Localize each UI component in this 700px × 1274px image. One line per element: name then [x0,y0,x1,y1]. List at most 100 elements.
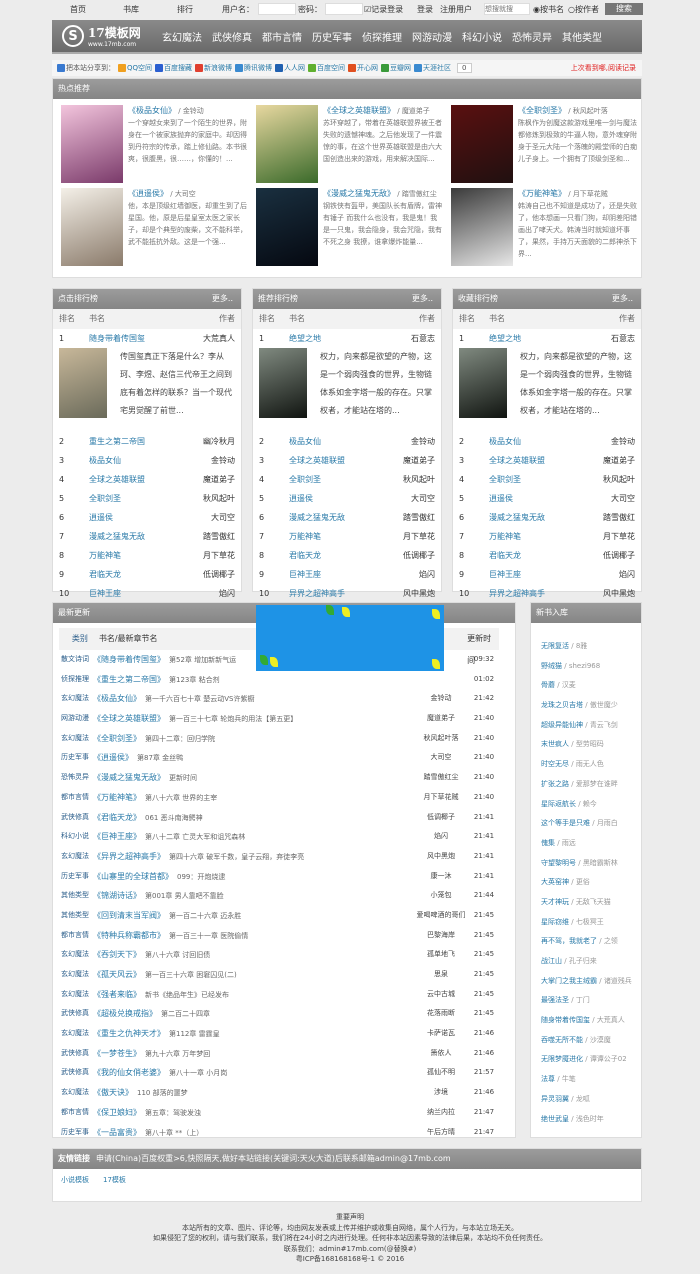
book-title-link[interactable]: 全职剑圣 [89,494,121,503]
share-site[interactable]: 百度空间 [305,63,345,73]
book-title-link[interactable]: 君临天龙 [89,570,121,579]
book-title-link[interactable]: 《回到清末当军阀》 [93,910,165,920]
category-link[interactable]: 玄幻魔法 [61,950,89,959]
chapter-link[interactable]: 第87章 金丝鸭 [137,754,184,763]
book-title-link[interactable]: 无限复活 [541,642,569,650]
nav-category[interactable]: 科幻小说 [462,32,502,44]
chapter-link[interactable]: 第八十一章 小月岗 [169,1069,228,1078]
category-link[interactable]: 其他类型 [61,910,89,919]
share-site[interactable]: 天涯社区 [411,63,451,73]
category-link[interactable]: 其他类型 [61,891,89,900]
book-title-link[interactable]: 《极品女仙》 [93,694,141,704]
nav-category[interactable]: 侦探推理 [362,32,402,44]
book-title-link[interactable]: 《保卫娘妇》 [93,1107,141,1117]
book-title-link[interactable]: 绝世武皇 [541,1114,569,1123]
book-title-link[interactable]: 巨神王座 [489,570,521,579]
book-title-link[interactable]: 《重生之第二帝国》 [93,674,165,684]
book-title-link[interactable]: 傀集 [541,838,555,847]
nav-rank[interactable]: 排行 [177,4,193,14]
book-title-link[interactable]: 《万能神笔》 [518,189,566,198]
book-title-link[interactable]: 《逍遥侯》 [93,753,133,763]
book-title-link[interactable]: 异灵羽翼 [541,1094,569,1103]
book-title-link[interactable]: 逍遥侯 [489,494,513,503]
book-title-link[interactable]: 《一梦苍生》 [93,1048,141,1058]
share-site[interactable]: 腾讯微博 [232,63,272,73]
chapter-link[interactable]: 第四十六章 破军千数，皇子云翔，弃徒李亮 [169,852,305,861]
book-title-link[interactable]: 《孤天风云》 [93,970,141,979]
book-cover[interactable] [59,348,107,418]
book-cover[interactable] [256,105,318,183]
book-title-link[interactable]: 《全球之英雄联盟》 [93,714,165,724]
more-link[interactable]: 更多.. [211,294,233,303]
search-input[interactable] [484,3,530,15]
book-title-link[interactable]: 吞噬无所不能 [541,1035,583,1044]
chapter-link[interactable]: 第一百三十一章 医院偷情 [169,931,249,940]
chapter-link[interactable]: 099：开炮烧逮 [177,872,226,881]
category-link[interactable]: 恐怖灵异 [61,773,89,782]
book-title-link[interactable]: 逍遥侯 [289,494,313,503]
book-title-link[interactable]: 《特种兵称霸都市》 [93,930,165,940]
more-link[interactable]: 更多.. [411,294,433,303]
book-title-link[interactable]: 全球之英雄联盟 [489,456,545,465]
share-site[interactable]: 百度搜藏 [152,63,192,73]
category-link[interactable]: 都市言情 [61,1107,89,1116]
book-cover[interactable] [259,348,307,418]
book-title-link[interactable]: 《吞剑天下》 [93,950,141,960]
chapter-link[interactable]: 第八十章 **（上） [145,1128,204,1137]
book-title-link[interactable]: 《强者来临》 [93,989,141,999]
chapter-link[interactable]: 110 部落的噩梦 [137,1089,188,1098]
book-title-link[interactable]: 极品女仙 [89,456,121,465]
book-title-link[interactable]: 野绒猫 [541,661,562,670]
chapter-link[interactable]: 更新时间 [169,774,197,783]
category-link[interactable]: 玄幻魔法 [61,1088,89,1097]
radio-by-author[interactable]: ○按作者 [568,4,599,14]
search-button[interactable]: 搜索 [605,3,643,15]
book-title-link[interactable]: 漫威之猛鬼无敌 [89,532,145,541]
book-title-link[interactable]: 无限梦魇进化 [541,1055,583,1064]
remember-checkbox[interactable]: ☑记录登录 [364,4,404,14]
book-title-link[interactable]: 再不驾，我就老了 [541,937,597,946]
category-link[interactable]: 武侠修真 [61,1048,89,1057]
category-link[interactable]: 历史军事 [61,753,89,762]
book-title-link[interactable]: 漫威之猛鬼无敌 [489,513,545,522]
book-title-link[interactable]: 时空无尽 [541,760,569,769]
chapter-link[interactable]: 第五章：驾驶发浊 [145,1108,201,1117]
category-link[interactable]: 历史军事 [61,871,89,880]
book-title-link[interactable]: 《一品富贵》 [93,1127,141,1137]
book-title-link[interactable]: 随身带着传国玺 [89,334,145,343]
chapter-link[interactable]: 第四十二章：回归学院 [145,734,215,743]
chapter-link[interactable]: 第八十二章 亡灵大军和诅咒森林 [145,833,246,842]
book-title-link[interactable]: 极品女仙 [289,437,321,446]
book-title-link[interactable]: 《超极兑换戒指》 [93,1009,157,1019]
chapter-link[interactable]: 第52章 增加新新气运 [169,656,237,664]
category-link[interactable]: 网游动漫 [61,714,89,723]
book-cover[interactable] [256,188,318,266]
ad-banner[interactable] [256,605,444,671]
chapter-link[interactable]: 061 恶斗南海鳄神 [145,813,203,822]
nav-category[interactable]: 武侠修真 [212,32,252,44]
book-title-link[interactable]: 天才神玩 [541,897,569,906]
category-link[interactable]: 玄幻魔法 [61,733,89,742]
nav-category[interactable]: 历史军事 [312,32,352,44]
book-title-link[interactable]: 星际返航长 [541,799,576,808]
category-link[interactable]: 武侠修真 [61,1009,89,1018]
book-title-link[interactable]: 《重生之仇神天才》 [93,1029,165,1039]
category-link[interactable]: 都市言情 [61,930,89,939]
book-title-link[interactable]: 最强法圣 [541,996,569,1005]
category-link[interactable]: 玄幻魔法 [61,970,89,978]
book-title-link[interactable]: 《锦湖诗话》 [93,891,141,901]
password-input[interactable] [325,3,363,15]
category-link[interactable]: 侦探推理 [61,674,89,683]
book-title-link[interactable]: 《全职剑圣》 [93,733,141,743]
book-title-link[interactable]: 《漫威之猛鬼无敌》 [93,773,165,783]
book-title-link[interactable]: 绝望之地 [489,334,521,343]
share-site[interactable]: 新浪微博 [192,63,232,73]
category-link[interactable]: 都市言情 [61,792,89,801]
book-title-link[interactable]: 末世疯人 [541,740,569,749]
book-title-link[interactable]: 《君临天龙》 [93,812,141,822]
book-title-link[interactable]: 龙珠之贝吉塔 [541,701,583,710]
book-title-link[interactable]: 全职剑圣 [289,475,321,484]
book-title-link[interactable]: 绝望之地 [289,334,321,343]
book-title-link[interactable]: 《傲天诀》 [93,1088,133,1098]
friend-link[interactable]: 17模板 [103,1176,126,1184]
